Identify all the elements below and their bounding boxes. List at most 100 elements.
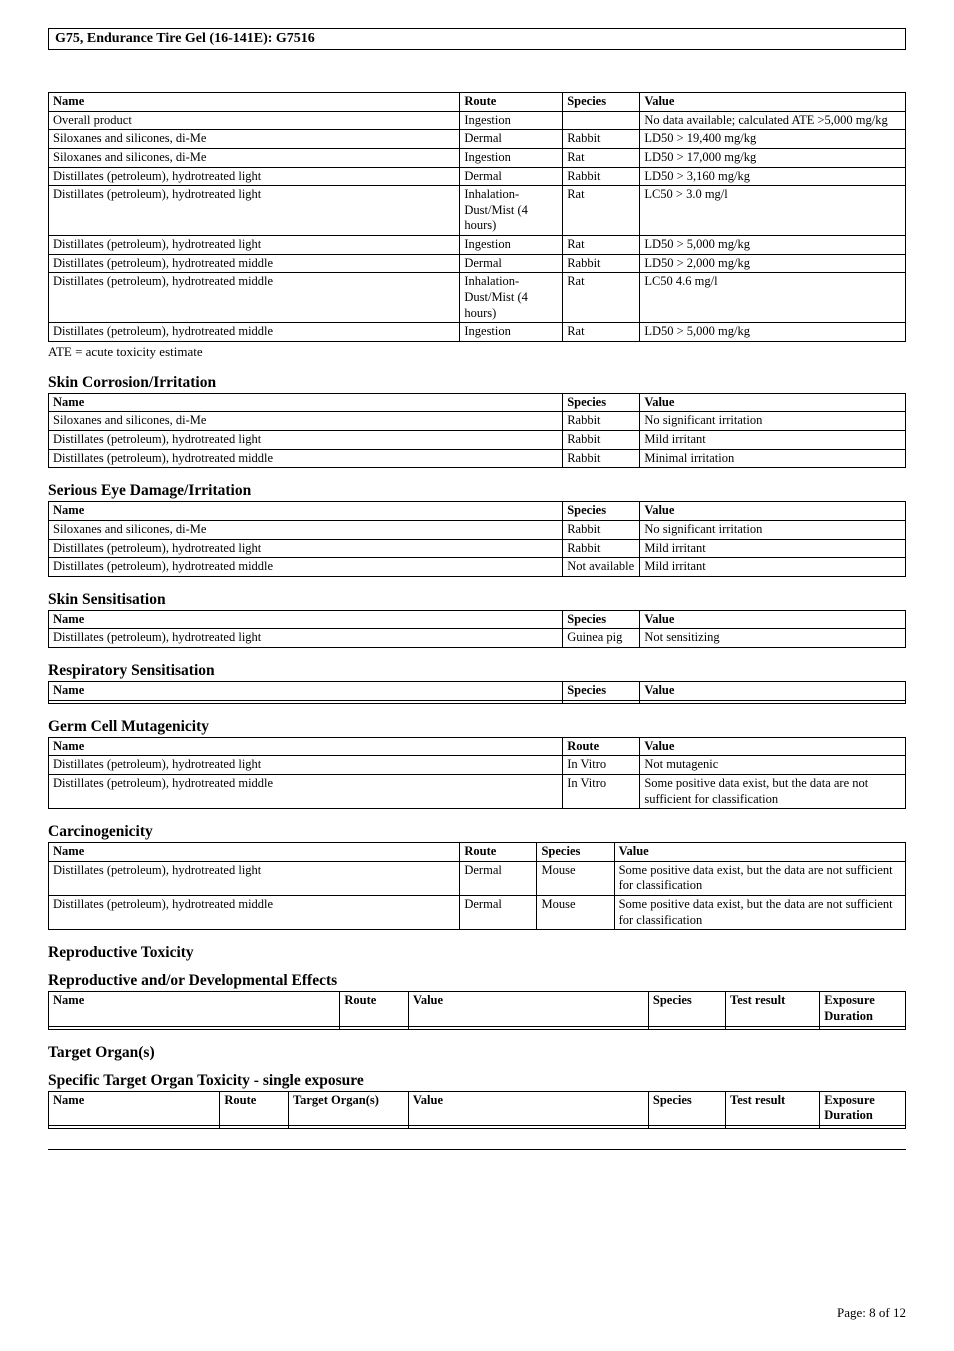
column-header: Route	[460, 93, 563, 112]
resp-sens-table: NameSpeciesValue	[48, 681, 906, 704]
skin-corrosion-table: NameSpeciesValueSiloxanes and silicones,…	[48, 393, 906, 469]
column-header: Species	[563, 610, 640, 629]
column-header: Test result	[726, 1091, 820, 1125]
table-row: Distillates (petroleum), hydrotreated mi…	[49, 273, 906, 323]
table-cell: Mild irritant	[640, 431, 906, 450]
table-cell	[220, 1125, 289, 1128]
column-header: Name	[49, 502, 563, 521]
column-header: Name	[49, 992, 340, 1026]
table-cell	[648, 1026, 725, 1029]
table-cell: LC50 4.6 mg/l	[640, 273, 906, 323]
table-row: Distillates (petroleum), hydrotreated li…	[49, 539, 906, 558]
table-cell: Some positive data exist, but the data a…	[614, 896, 905, 930]
table-cell: LD50 > 5,000 mg/kg	[640, 323, 906, 342]
table-cell: Ingestion	[460, 323, 563, 342]
table-cell: LC50 > 3.0 mg/l	[640, 186, 906, 236]
column-header: Test result	[726, 992, 820, 1026]
table-cell: Distillates (petroleum), hydrotreated mi…	[49, 254, 460, 273]
table-cell: Mouse	[537, 896, 614, 930]
target-organs-table: NameRouteTarget Organ(s)ValueSpeciesTest…	[48, 1091, 906, 1129]
table-row: Distillates (petroleum), hydrotreated li…	[49, 756, 906, 775]
table-cell	[648, 1125, 725, 1128]
carcinogenicity-heading: Carcinogenicity	[48, 823, 906, 841]
table-cell: Rat	[563, 273, 640, 323]
table-cell	[49, 700, 563, 703]
germ-cell-heading: Germ Cell Mutagenicity	[48, 718, 906, 736]
document-title: G75, Endurance Tire Gel (16-141E): G7516	[55, 31, 315, 46]
column-header: Name	[49, 93, 460, 112]
table-cell: Rat	[563, 186, 640, 236]
footer-separator	[48, 1149, 906, 1150]
table-cell	[726, 1026, 820, 1029]
table-cell: Overall product	[49, 111, 460, 130]
table-cell: In Vitro	[563, 756, 640, 775]
column-header: Name	[49, 610, 563, 629]
table-row: Distillates (petroleum), hydrotreated li…	[49, 431, 906, 450]
table-cell: Ingestion	[460, 236, 563, 255]
column-header: Value	[408, 1091, 648, 1125]
table-cell: Rat	[563, 148, 640, 167]
eye-damage-heading: Serious Eye Damage/Irritation	[48, 482, 906, 500]
table-cell: Distillates (petroleum), hydrotreated li…	[49, 236, 460, 255]
table-row: Overall productIngestionNo data availabl…	[49, 111, 906, 130]
table-cell: Rabbit	[563, 449, 640, 468]
table-cell: Siloxanes and silicones, di-Me	[49, 412, 563, 431]
table-row: Distillates (petroleum), hydrotreated li…	[49, 186, 906, 236]
table-cell	[408, 1026, 648, 1029]
column-header: Value	[640, 610, 906, 629]
table-cell: Inhalation-Dust/Mist (4 hours)	[460, 186, 563, 236]
table-cell: Dermal	[460, 130, 563, 149]
table-cell: Not mutagenic	[640, 756, 906, 775]
ate-footnote: ATE = acute toxicity estimate	[48, 344, 906, 360]
table-cell	[640, 700, 906, 703]
stot-single-heading: Specific Target Organ Toxicity - single …	[48, 1072, 906, 1090]
column-header: Exposure Duration	[820, 992, 906, 1026]
table-cell: Distillates (petroleum), hydrotreated li…	[49, 539, 563, 558]
table-cell: Rabbit	[563, 254, 640, 273]
table-cell	[726, 1125, 820, 1128]
table-cell: Distillates (petroleum), hydrotreated mi…	[49, 774, 563, 808]
table-cell: No significant irritation	[640, 412, 906, 431]
table-row: Distillates (petroleum), hydrotreated li…	[49, 861, 906, 895]
carcinogenicity-table: NameRouteSpeciesValueDistillates (petrol…	[48, 842, 906, 930]
table-cell: LD50 > 17,000 mg/kg	[640, 148, 906, 167]
table-cell	[408, 1125, 648, 1128]
table-cell: Dermal	[460, 861, 537, 895]
table-row: Siloxanes and silicones, di-MeRabbitNo s…	[49, 520, 906, 539]
column-header: Species	[648, 992, 725, 1026]
column-header: Species	[537, 843, 614, 862]
column-header: Name	[49, 737, 563, 756]
column-header: Route	[460, 843, 537, 862]
table-cell: Distillates (petroleum), hydrotreated mi…	[49, 323, 460, 342]
table-cell: In Vitro	[563, 774, 640, 808]
table-cell	[288, 1125, 408, 1128]
table-row: Distillates (petroleum), hydrotreated li…	[49, 167, 906, 186]
column-header: Name	[49, 393, 563, 412]
table-cell: Siloxanes and silicones, di-Me	[49, 520, 563, 539]
column-header: Exposure Duration	[820, 1091, 906, 1125]
column-header: Route	[340, 992, 409, 1026]
table-row: Siloxanes and silicones, di-MeDermalRabb…	[49, 130, 906, 149]
table-cell: Distillates (petroleum), hydrotreated mi…	[49, 558, 563, 577]
column-header: Name	[49, 843, 460, 862]
table-cell: Distillates (petroleum), hydrotreated li…	[49, 167, 460, 186]
table-cell	[563, 111, 640, 130]
column-header: Value	[640, 93, 906, 112]
table-cell: Distillates (petroleum), hydrotreated mi…	[49, 449, 563, 468]
column-header: Value	[640, 393, 906, 412]
table-cell: Distillates (petroleum), hydrotreated mi…	[49, 273, 460, 323]
table-row	[49, 700, 906, 703]
acute-toxicity-table: NameRouteSpeciesValueOverall productInge…	[48, 92, 906, 342]
table-cell: Dermal	[460, 896, 537, 930]
column-header: Name	[49, 1091, 220, 1125]
table-cell: Siloxanes and silicones, di-Me	[49, 148, 460, 167]
target-organs-heading: Target Organ(s)	[48, 1044, 906, 1062]
column-header: Species	[648, 1091, 725, 1125]
table-cell: Distillates (petroleum), hydrotreated li…	[49, 431, 563, 450]
table-cell: Dermal	[460, 254, 563, 273]
table-row: Distillates (petroleum), hydrotreated mi…	[49, 254, 906, 273]
table-cell: Not sensitizing	[640, 629, 906, 648]
table-row: Distillates (petroleum), hydrotreated mi…	[49, 323, 906, 342]
table-cell: Dermal	[460, 167, 563, 186]
column-header: Value	[408, 992, 648, 1026]
